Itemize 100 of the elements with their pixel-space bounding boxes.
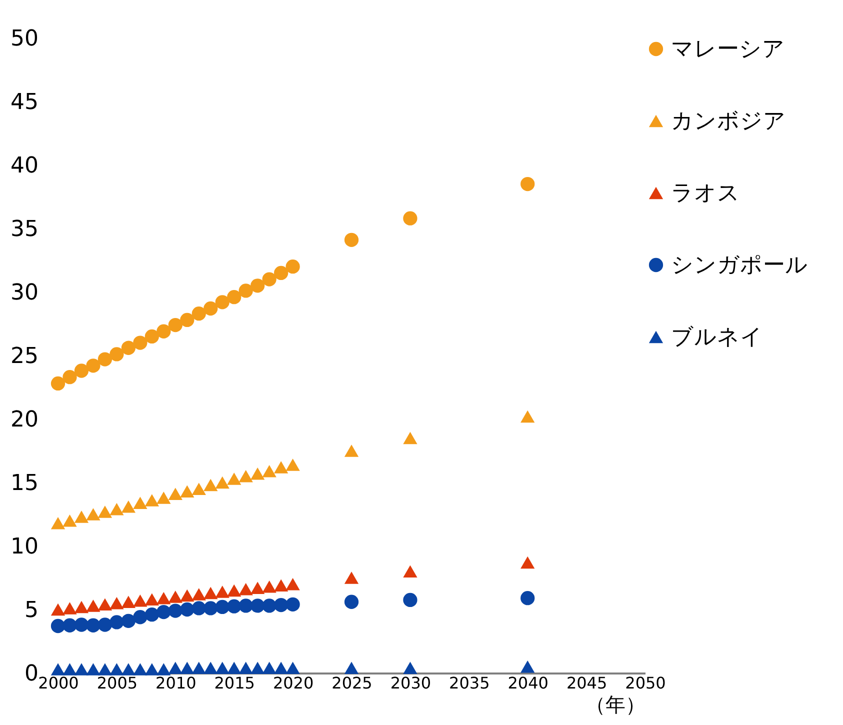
x-tick-label: 2035 <box>449 674 490 692</box>
point <box>403 432 418 444</box>
legend-label: ブルネイ <box>671 325 763 350</box>
point <box>192 482 206 495</box>
point <box>74 618 89 632</box>
x-tick-label: 2050 <box>625 674 666 692</box>
point <box>204 662 218 674</box>
point <box>144 663 159 676</box>
point <box>62 370 77 384</box>
point <box>227 599 242 614</box>
y-tick-label: 35 <box>10 217 38 242</box>
legend-label: シンガポール <box>671 253 808 278</box>
y-tick-label: 50 <box>10 26 38 52</box>
point <box>286 260 300 274</box>
point <box>133 610 148 624</box>
point <box>144 329 159 344</box>
point <box>286 597 300 612</box>
point <box>180 589 194 602</box>
point <box>192 601 206 616</box>
y-tick-label: 20 <box>10 408 38 432</box>
point <box>344 232 359 247</box>
point <box>215 476 230 489</box>
point <box>250 662 265 674</box>
point <box>344 594 359 609</box>
point <box>192 662 206 674</box>
point <box>274 662 288 674</box>
point <box>250 278 265 293</box>
point <box>133 336 148 350</box>
point <box>168 488 182 500</box>
point <box>262 272 276 286</box>
point <box>74 364 89 378</box>
point <box>168 604 182 618</box>
point <box>86 600 100 612</box>
point <box>98 598 112 611</box>
point <box>192 588 206 600</box>
point <box>168 318 182 332</box>
point <box>274 598 288 612</box>
point <box>215 586 230 598</box>
point <box>133 663 148 676</box>
point <box>262 464 276 478</box>
point <box>86 358 100 373</box>
point <box>262 598 276 613</box>
point <box>180 485 194 498</box>
point <box>133 594 148 607</box>
point <box>403 211 418 226</box>
point <box>238 284 253 298</box>
point <box>286 662 300 674</box>
point <box>274 579 288 592</box>
point <box>403 592 418 608</box>
point <box>403 565 418 578</box>
point <box>192 306 206 321</box>
point <box>50 517 66 530</box>
point <box>215 295 230 310</box>
point <box>144 608 159 622</box>
y-tick-label: 0 <box>24 662 38 686</box>
point <box>250 598 265 613</box>
point <box>110 503 124 516</box>
point <box>262 580 276 593</box>
point <box>520 660 535 673</box>
x-tick-label: 2040 <box>508 674 548 692</box>
point <box>238 662 253 674</box>
point <box>121 340 136 355</box>
point <box>50 663 66 676</box>
point <box>344 662 359 674</box>
x-tick-label: 2020 <box>272 674 314 692</box>
point <box>227 584 242 597</box>
point <box>227 290 242 304</box>
point <box>180 602 194 617</box>
y-tick-label: 40 <box>10 154 38 178</box>
point <box>520 556 535 569</box>
point <box>262 662 276 674</box>
x-tick-label: 2000 <box>38 674 79 692</box>
point <box>286 458 300 471</box>
point <box>520 591 535 606</box>
y-tick-label: 10 <box>10 534 38 560</box>
x-tick-label: 2005 <box>96 674 138 692</box>
point <box>121 663 136 676</box>
point <box>98 352 112 366</box>
point <box>62 602 77 614</box>
point <box>520 176 535 192</box>
y-tick-label: 45 <box>10 90 38 115</box>
point <box>74 510 89 523</box>
point <box>250 467 265 480</box>
legend-label: カンボジア <box>671 109 786 134</box>
point <box>110 597 124 610</box>
point <box>86 663 100 676</box>
point <box>215 662 230 674</box>
legend-label: ラオス <box>671 181 740 206</box>
point <box>204 601 218 616</box>
legend-label: マレーシア <box>671 37 785 62</box>
point <box>156 592 171 604</box>
x-tick-label: 2015 <box>214 674 255 692</box>
point <box>344 572 359 584</box>
point <box>168 662 182 674</box>
point <box>110 615 124 630</box>
point <box>98 663 112 676</box>
x-tick-label: 2025 <box>332 674 372 692</box>
point <box>238 583 253 596</box>
point <box>215 600 230 614</box>
point <box>50 603 66 616</box>
